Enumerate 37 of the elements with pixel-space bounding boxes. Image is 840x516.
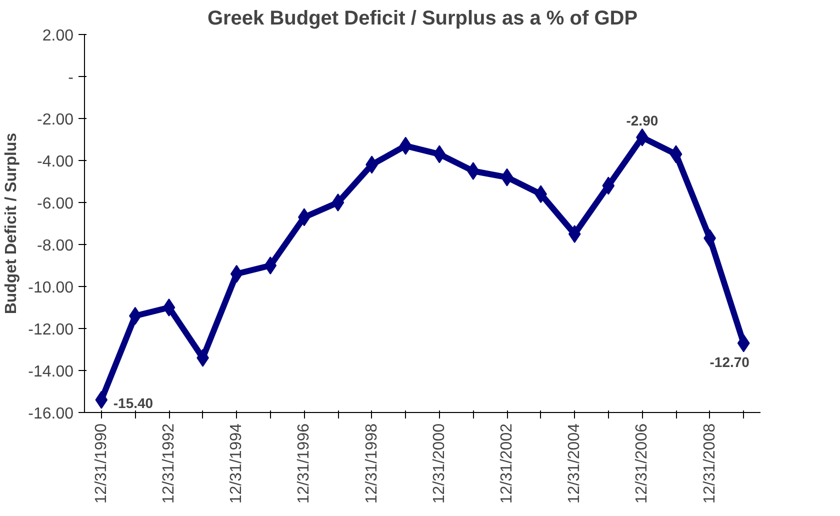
y-tick-label: -8.00 bbox=[37, 238, 74, 254]
point bbox=[433, 145, 446, 164]
y-tick-label: - bbox=[68, 70, 74, 86]
y-tick-label: -12.00 bbox=[28, 322, 74, 338]
data-label: -2.90 bbox=[626, 112, 658, 128]
point bbox=[399, 136, 412, 155]
data-label: -15.40 bbox=[113, 394, 154, 411]
point bbox=[737, 334, 750, 352]
point bbox=[332, 194, 344, 212]
y-tick-label: -10.00 bbox=[28, 280, 74, 296]
point bbox=[602, 176, 615, 195]
point bbox=[500, 168, 514, 186]
x-tick-label: 12/31/1990 bbox=[92, 423, 110, 504]
x-tick-label: 12/31/2008 bbox=[701, 423, 718, 504]
point bbox=[95, 390, 108, 409]
x-tick-label: 12/31/1998 bbox=[363, 423, 380, 504]
point bbox=[670, 145, 682, 164]
point bbox=[230, 264, 243, 283]
chart-title: Greek Budget Deficit / Surplus as a % of GDP bbox=[207, 8, 638, 30]
point bbox=[264, 256, 277, 274]
x-tick-label: 12/31/2000 bbox=[430, 423, 448, 504]
y-tick-label: -14.00 bbox=[28, 364, 74, 380]
x-tick-label: 12/31/2004 bbox=[566, 423, 584, 504]
x-tick-label: 12/31/1992 bbox=[160, 423, 178, 504]
point bbox=[162, 298, 176, 316]
data-label: -12.70 bbox=[710, 354, 750, 370]
y-tick-label: -6.00 bbox=[37, 196, 74, 212]
y-tick-label: 2.00 bbox=[42, 28, 74, 44]
x-tick-label: 12/31/2006 bbox=[634, 423, 651, 504]
y-tick-label: -16.00 bbox=[28, 406, 74, 422]
x-tick-label: 12/31/1996 bbox=[296, 423, 313, 504]
x-tick-label: 12/31/2002 bbox=[498, 423, 516, 504]
y-tick-label: -2.00 bbox=[37, 112, 74, 128]
point bbox=[568, 225, 581, 243]
x-tick-label: 12/31/1994 bbox=[228, 423, 246, 504]
y-tick-label: -4.00 bbox=[37, 154, 74, 170]
y-axis-title: Budget Deficit / Surplus bbox=[3, 132, 20, 314]
